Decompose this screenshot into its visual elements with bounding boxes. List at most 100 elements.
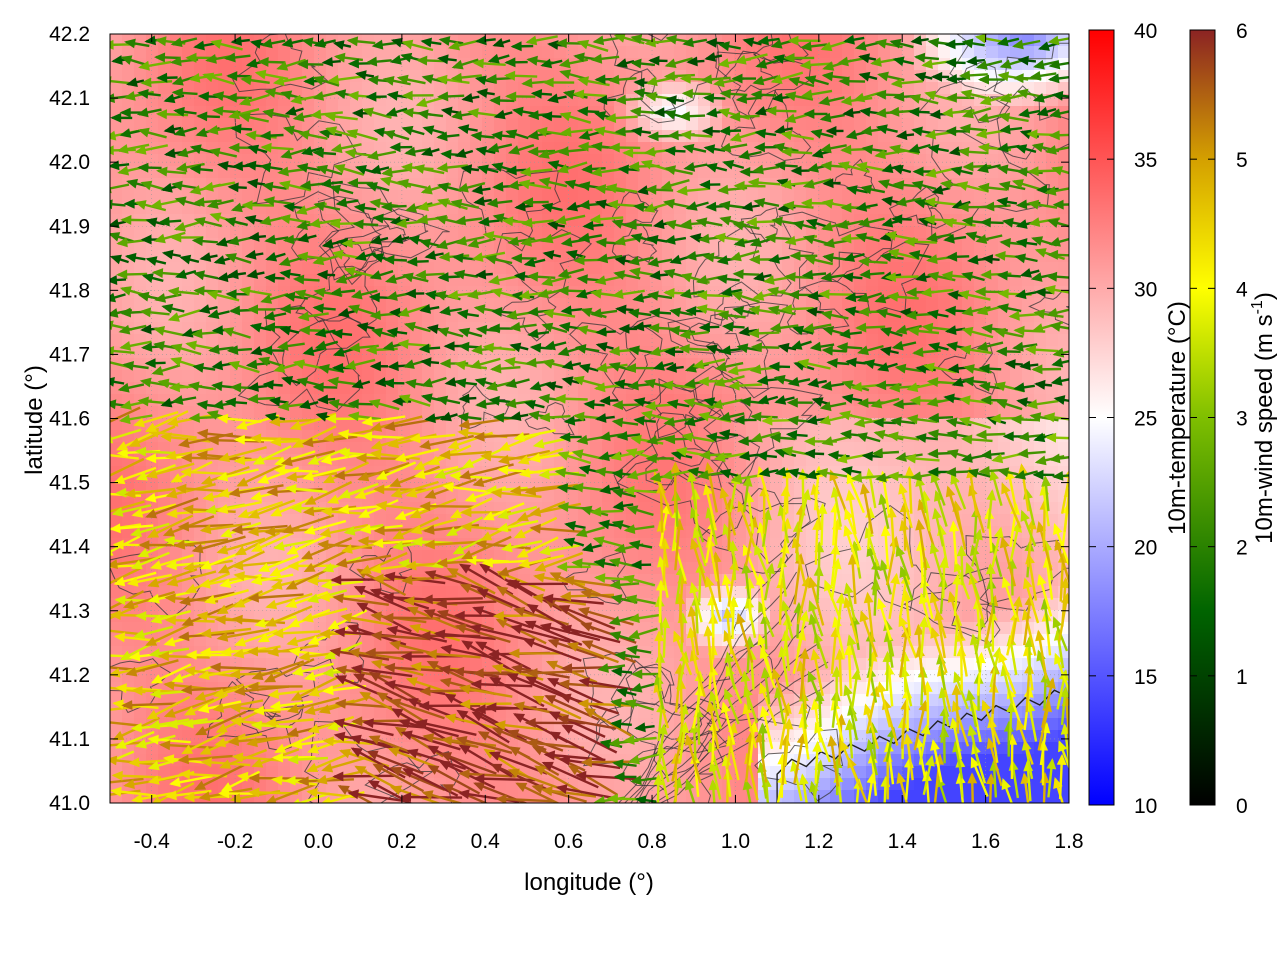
- temperature-cell: [482, 118, 495, 131]
- temperature-cell: [554, 514, 567, 527]
- temperature-cell: [110, 802, 123, 803]
- temperature-cell: [194, 310, 207, 323]
- temperature-cell: [698, 802, 711, 803]
- temperature-cell: [482, 46, 495, 59]
- temperature-cell: [626, 514, 639, 527]
- temperature-cell: [542, 490, 555, 503]
- temperature-cell: [206, 190, 219, 203]
- temperature-cell: [362, 190, 375, 203]
- temperature-cell: [914, 226, 927, 239]
- temperature-cell: [110, 190, 123, 203]
- temperature-cell: [602, 442, 615, 455]
- temperature-cell: [590, 370, 603, 383]
- temperature-cell: [230, 262, 243, 275]
- temperature-cell: [638, 46, 651, 59]
- temperature-cell: [482, 802, 495, 803]
- temperature-cell: [650, 46, 663, 59]
- temperature-cell: [242, 298, 255, 311]
- temperature-cell: [362, 46, 375, 59]
- temperature-cell: [986, 802, 999, 803]
- temperature-cell: [986, 46, 999, 59]
- temperature-cell: [122, 298, 135, 311]
- temperature-cell: [1010, 802, 1023, 803]
- temperature-cell: [794, 802, 807, 803]
- temperature-cell: [170, 262, 183, 275]
- temperature-cell: [626, 178, 639, 191]
- temperature-cell: [950, 802, 963, 803]
- temperature-cell: [206, 418, 219, 431]
- temperature-cell: [818, 802, 831, 803]
- temperature-cell: [146, 394, 159, 407]
- temperature-cell: [854, 118, 867, 131]
- temperature-cell: [230, 478, 243, 491]
- temperature-cell: [194, 346, 207, 359]
- temperature-cell: [254, 154, 267, 167]
- temperature-cell: [218, 370, 231, 383]
- temperature-cell: [194, 334, 207, 347]
- temperature-cell: [842, 670, 855, 683]
- temperature-cell: [770, 334, 783, 347]
- temperature-cell: [818, 778, 831, 791]
- temperature-cell: [206, 550, 219, 563]
- temperature-cell: [146, 46, 159, 59]
- temperature-cell: [446, 586, 459, 599]
- temperature-cell: [566, 490, 579, 503]
- temperature-cell: [170, 370, 183, 383]
- temperature-cell: [194, 490, 207, 503]
- temperature-cell: [794, 190, 807, 203]
- temperature-cell: [122, 802, 135, 803]
- temperature-cell: [386, 730, 399, 743]
- temperature-cell: [458, 130, 471, 143]
- temperature-cell: [590, 490, 603, 503]
- temperature-cell: [134, 802, 147, 803]
- temperature-cell: [206, 334, 219, 347]
- temperature-cell: [794, 310, 807, 323]
- temperature-cell: [998, 514, 1011, 527]
- temperature-cell: [566, 382, 579, 395]
- temperature-cell: [398, 262, 411, 275]
- temperature-cell: [218, 298, 231, 311]
- temperature-cell: [242, 310, 255, 323]
- temperature-cell: [722, 334, 735, 347]
- temperature-cell: [1010, 370, 1023, 383]
- temperature-cell: [878, 802, 891, 803]
- temperature-cell: [638, 514, 651, 527]
- temperature-cell: [290, 262, 303, 275]
- temperature-cell: [410, 346, 423, 359]
- temperature-cell: [806, 802, 819, 803]
- temperature-cell: [974, 154, 987, 167]
- temperature-cell: [698, 190, 711, 203]
- temperature-cell: [1010, 226, 1023, 239]
- temperature-cell: [602, 802, 615, 803]
- temperature-cell: [182, 178, 195, 191]
- temperature-cell: [194, 622, 207, 635]
- temperature-cell: [146, 802, 159, 803]
- temperature-cell: [158, 190, 171, 203]
- temperature-cell: [194, 370, 207, 383]
- temperature-cell: [770, 190, 783, 203]
- plot-area: [109, 33, 1070, 804]
- temperature-cell: [782, 190, 795, 203]
- temperature-cell: [350, 46, 363, 59]
- temperature-cell: [218, 46, 231, 59]
- temperature-cell: [278, 46, 291, 59]
- temperature-cell: [110, 154, 123, 167]
- temperature-cell: [242, 118, 255, 131]
- temperature-cell: [314, 370, 327, 383]
- temperature-cell: [554, 298, 567, 311]
- temperature-cell: [506, 298, 519, 311]
- temperature-cell: [926, 802, 939, 803]
- temperature-cell: [134, 94, 147, 107]
- temperature-cell: [662, 334, 675, 347]
- temperature-cell: [926, 46, 939, 59]
- temperature-cell: [254, 262, 267, 275]
- temperature-cell: [734, 742, 747, 755]
- temperature-cell: [782, 262, 795, 275]
- temperature-cell: [542, 190, 555, 203]
- temperature-cell: [722, 802, 735, 803]
- temperature-cell: [182, 802, 195, 803]
- temperature-cell: [998, 82, 1011, 95]
- temperature-cell: [194, 118, 207, 131]
- temperature-cell: [206, 370, 219, 383]
- temperature-cell: [554, 118, 567, 131]
